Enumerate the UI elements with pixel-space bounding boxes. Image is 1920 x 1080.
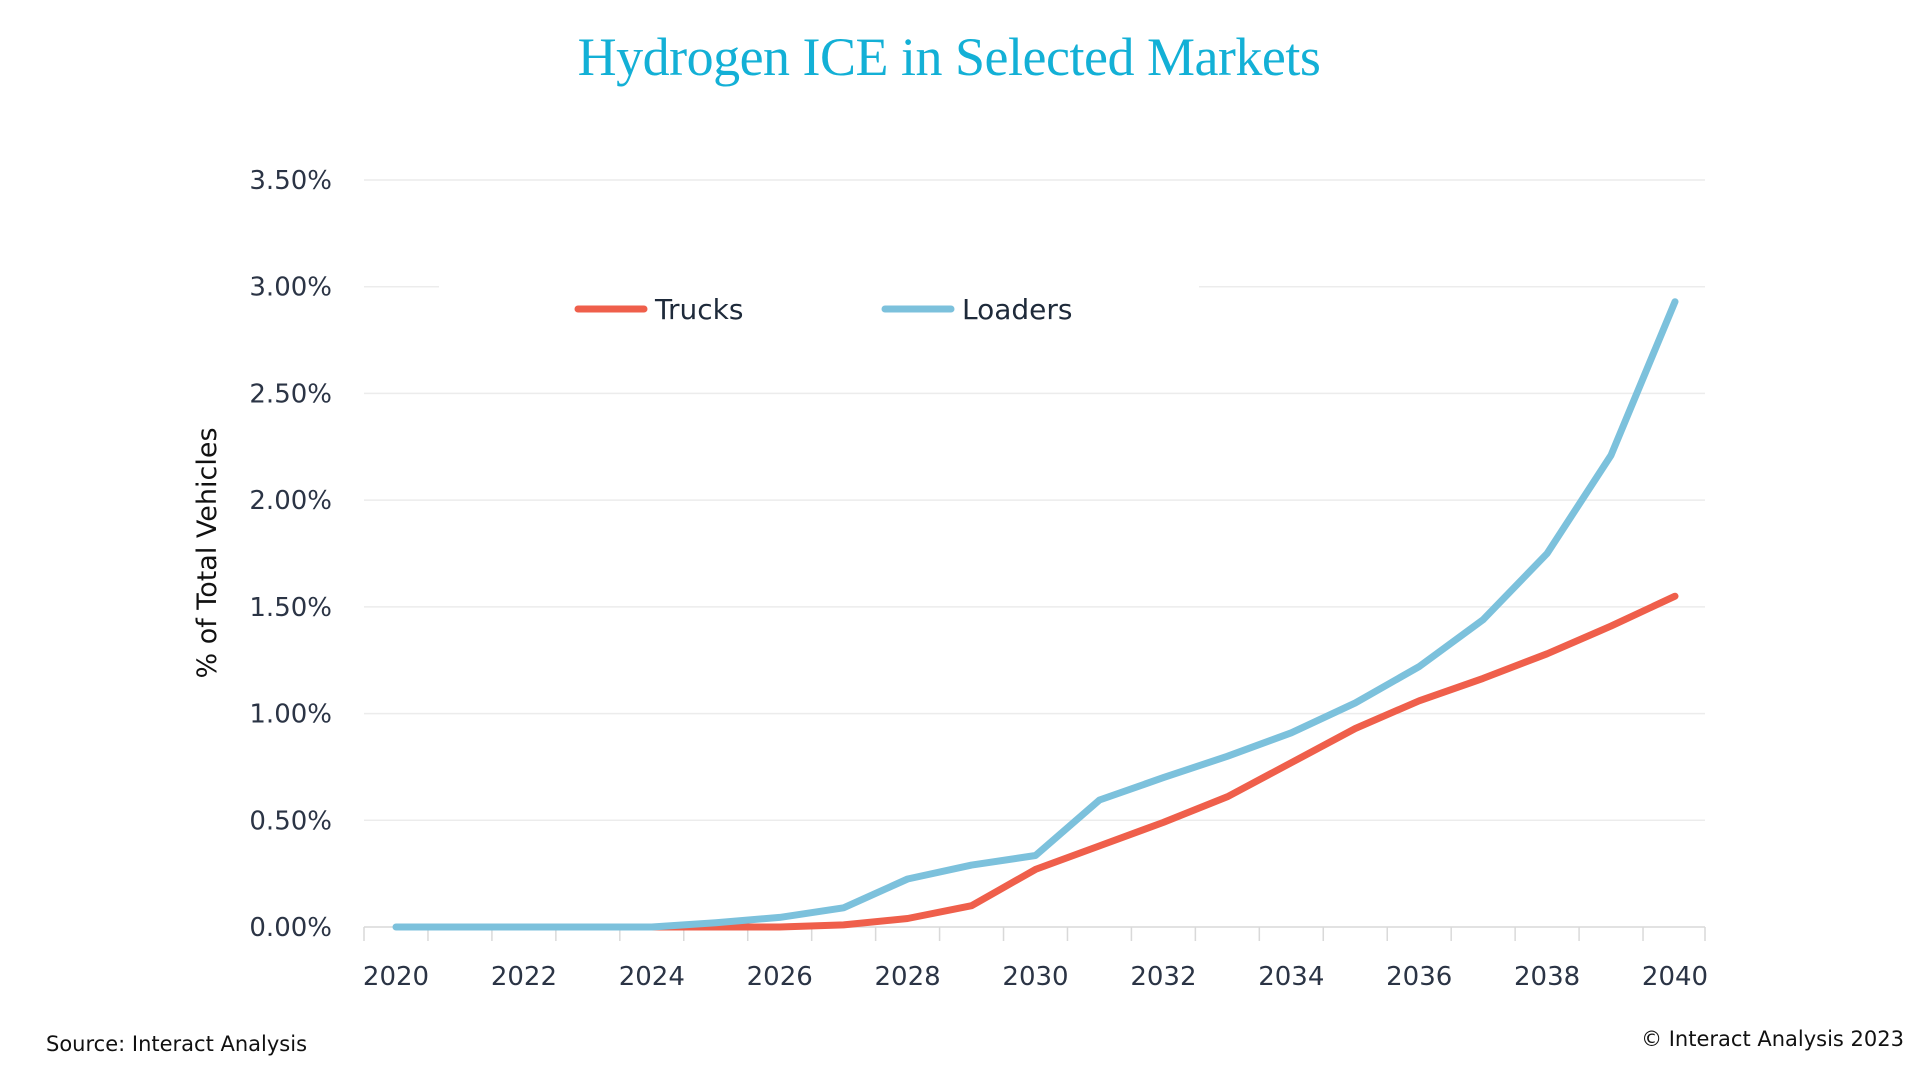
y-axis-ticks: 0.00% 0.50% 1.00% 1.50% 2.00% 2.50% 3.00% 3.50% bbox=[249, 166, 332, 943]
y-tick-label: 0.00% bbox=[249, 913, 332, 943]
y-tick-label: 1.50% bbox=[249, 593, 332, 623]
x-tick-label: 2036 bbox=[1386, 962, 1452, 992]
x-tick-label: 2020 bbox=[363, 962, 429, 992]
copyright-note: © Interact Analysis 2023 bbox=[1641, 1027, 1904, 1051]
y-tick-label: 2.50% bbox=[249, 379, 332, 409]
y-tick-label: 3.00% bbox=[249, 273, 332, 303]
source-note: Source: Interact Analysis bbox=[46, 1032, 308, 1056]
x-tick-label: 2038 bbox=[1514, 962, 1580, 992]
y-tick-label: 3.50% bbox=[249, 166, 332, 196]
x-axis-ticks: 2020 2022 2024 2026 2028 2030 2032 2034 2036 2038… bbox=[363, 927, 1708, 992]
legend-label: Trucks bbox=[654, 293, 743, 326]
legend: Trucks Loaders bbox=[574, 293, 1073, 326]
chart-title: Hydrogen ICE in Selected Markets bbox=[577, 27, 1321, 87]
legend-background bbox=[439, 270, 1199, 350]
x-tick-label: 2024 bbox=[619, 962, 685, 992]
x-tick-label: 2026 bbox=[747, 962, 813, 992]
x-tick-label: 2030 bbox=[1002, 962, 1068, 992]
series-line-trucks bbox=[648, 592, 1679, 931]
x-tick-label: 2028 bbox=[875, 962, 941, 992]
legend-label: Loaders bbox=[962, 293, 1073, 326]
y-tick-label: 1.00% bbox=[249, 700, 332, 730]
x-tick-label: 2040 bbox=[1642, 962, 1708, 992]
series-lines bbox=[392, 298, 1679, 931]
y-tick-label: 0.50% bbox=[249, 806, 332, 836]
y-axis-label: % of Total Vehicles bbox=[192, 427, 223, 678]
y-tick-label: 2.00% bbox=[249, 486, 332, 516]
x-tick-label: 2022 bbox=[491, 962, 557, 992]
x-tick-label: 2032 bbox=[1130, 962, 1196, 992]
x-tick-label: 2034 bbox=[1258, 962, 1324, 992]
series-line-loaders bbox=[392, 298, 1679, 931]
